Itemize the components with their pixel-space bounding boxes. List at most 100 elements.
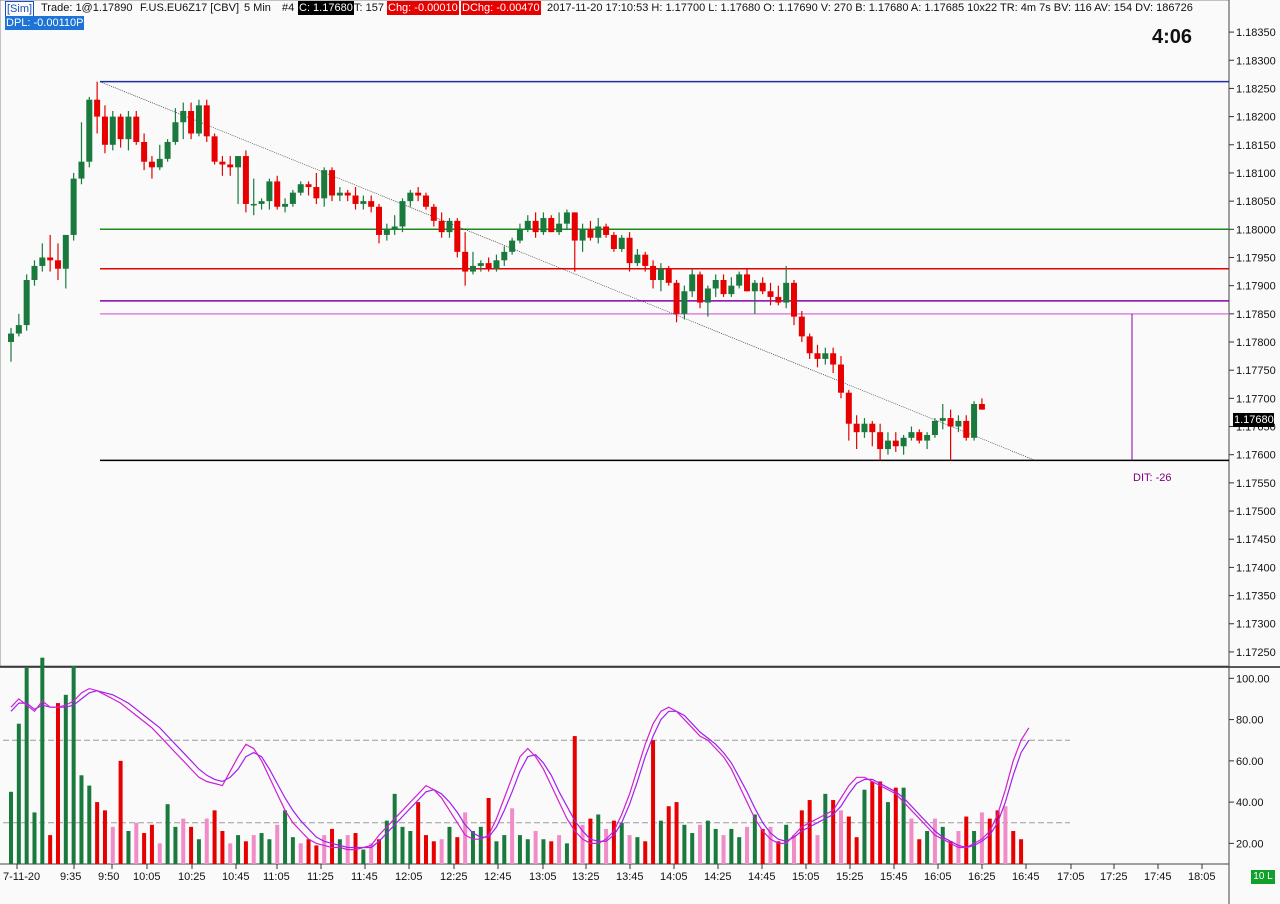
candle-body bbox=[618, 237, 625, 250]
trade-info: Trade: 1@1.17890 bbox=[41, 2, 133, 14]
volume-bar bbox=[400, 826, 405, 864]
candle-body bbox=[78, 161, 85, 179]
volume-bar bbox=[118, 760, 123, 864]
candle-body bbox=[556, 223, 563, 233]
volume-bar bbox=[619, 822, 624, 864]
volume-bar bbox=[760, 828, 765, 864]
volume-bar bbox=[674, 802, 679, 864]
candle-body bbox=[329, 170, 336, 196]
candle-body bbox=[744, 274, 751, 292]
volume-bar bbox=[196, 839, 201, 864]
volume-bar bbox=[995, 810, 1000, 864]
volume-bar bbox=[126, 830, 131, 864]
tick-count: T: 157 bbox=[354, 2, 384, 14]
candle-body bbox=[86, 99, 93, 162]
time-tick-label: 12:45 bbox=[484, 871, 512, 883]
volume-bar bbox=[463, 812, 468, 864]
bar-timer: 4:06 bbox=[1152, 26, 1193, 48]
candle-body bbox=[31, 265, 38, 281]
candle-body bbox=[219, 161, 226, 165]
candle-body bbox=[704, 288, 711, 303]
volume-bar bbox=[416, 802, 421, 864]
volume-bar bbox=[165, 804, 170, 864]
candle-body bbox=[939, 418, 946, 421]
candle-body bbox=[344, 192, 351, 196]
candle-body bbox=[657, 268, 664, 281]
price-tick-label: 1.18150 bbox=[1236, 140, 1276, 152]
volume-bar bbox=[314, 845, 319, 864]
candle-body bbox=[978, 403, 985, 410]
volume-bar bbox=[846, 816, 851, 864]
volume-bar bbox=[729, 828, 734, 864]
osc-tick-label: 20.00 bbox=[1236, 838, 1264, 850]
volume-bar bbox=[48, 835, 53, 864]
candle-body bbox=[861, 423, 868, 433]
candle-body bbox=[148, 161, 155, 168]
corner-badge[interactable]: 10 L bbox=[1251, 870, 1275, 884]
candle-body bbox=[454, 220, 461, 252]
candle-body bbox=[963, 420, 970, 438]
volume-bar bbox=[525, 839, 530, 864]
candle-body bbox=[54, 260, 61, 269]
volume-bar bbox=[181, 818, 186, 864]
volume-bar bbox=[102, 810, 107, 864]
volume-bar bbox=[768, 826, 773, 864]
volume-bar bbox=[361, 849, 366, 864]
price-tick-label: 1.17850 bbox=[1236, 309, 1276, 321]
volume-bar bbox=[71, 665, 76, 864]
volume-bar bbox=[682, 824, 687, 864]
volume-bar bbox=[964, 816, 969, 864]
candle-body bbox=[869, 423, 876, 433]
volume-bar bbox=[330, 828, 335, 864]
time-tick-label: 13:25 bbox=[572, 871, 600, 883]
osc-tick-label: 100.00 bbox=[1236, 673, 1270, 685]
candle-body bbox=[650, 265, 657, 281]
time-tick-label: 10:45 bbox=[222, 871, 250, 883]
volume-bar bbox=[690, 833, 695, 864]
volume-bar bbox=[79, 775, 84, 864]
volume-bar bbox=[189, 826, 194, 864]
candle-body bbox=[391, 226, 398, 230]
dit-label: DIT: -26 bbox=[1133, 472, 1172, 484]
volume-bar bbox=[557, 835, 562, 864]
candle-body bbox=[540, 218, 547, 233]
volume-bar bbox=[322, 835, 327, 864]
candle-body bbox=[430, 206, 437, 221]
candle-body bbox=[282, 203, 289, 207]
time-tick-label: 16:25 bbox=[968, 871, 996, 883]
candle-body bbox=[728, 285, 735, 295]
volume-bar bbox=[486, 797, 491, 864]
candle-body bbox=[266, 181, 273, 202]
time-tick-label: 17:05 bbox=[1057, 871, 1085, 883]
candle-body bbox=[798, 316, 805, 337]
candle-body bbox=[697, 274, 704, 303]
volume-bar bbox=[893, 787, 898, 864]
osc-tick-label: 80.00 bbox=[1236, 715, 1264, 727]
time-tick-label: 15:45 bbox=[880, 871, 908, 883]
volume-bar bbox=[110, 826, 115, 864]
volume-bar bbox=[784, 824, 789, 864]
candle-body bbox=[289, 192, 296, 204]
candle-body bbox=[712, 280, 719, 289]
volume-bar bbox=[815, 835, 820, 864]
volume-bar bbox=[627, 835, 632, 864]
close-value: C: 1.17680 bbox=[298, 1, 354, 15]
volume-bar bbox=[776, 841, 781, 864]
volume-bar bbox=[142, 833, 147, 864]
volume-bar bbox=[134, 822, 139, 864]
volume-bar bbox=[290, 837, 295, 864]
candle-body bbox=[469, 265, 476, 272]
volume-bar bbox=[470, 830, 475, 864]
candle-body bbox=[242, 156, 249, 204]
volume-bar bbox=[658, 820, 663, 864]
price-tick-label: 1.18000 bbox=[1236, 224, 1276, 236]
volume-bar bbox=[885, 802, 890, 864]
volume-bar bbox=[212, 810, 217, 864]
candle-body bbox=[368, 201, 375, 207]
daily-change-value: DChg: -0.00470 bbox=[461, 1, 541, 15]
volume-bar bbox=[377, 839, 382, 864]
volume-bar bbox=[267, 839, 272, 864]
price-tick-label: 1.17300 bbox=[1236, 619, 1276, 631]
volume-bar bbox=[423, 835, 428, 864]
